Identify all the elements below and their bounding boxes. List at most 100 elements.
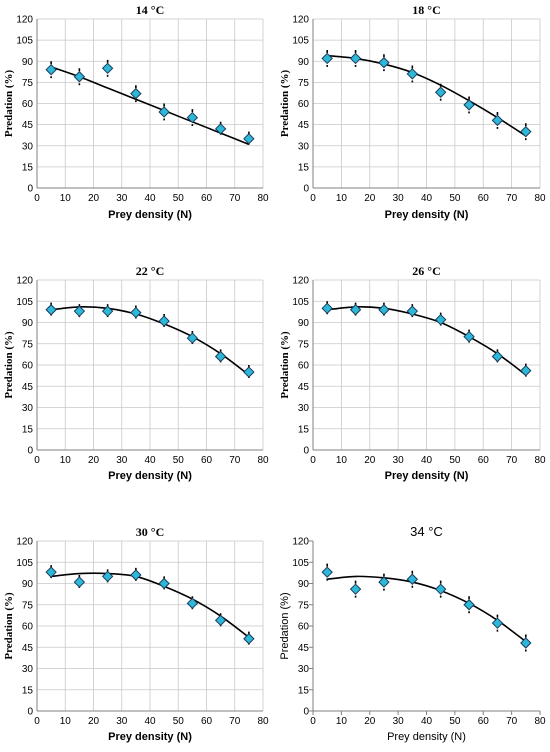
x-tick-label: 10	[60, 193, 72, 204]
x-tick-label: 10	[60, 455, 72, 466]
data-point	[101, 570, 114, 583]
data-point	[130, 306, 142, 319]
data-point	[520, 364, 532, 377]
x-tick-label: 60	[201, 716, 213, 727]
data-point	[520, 125, 532, 138]
chart-title: 22 °C	[136, 264, 164, 278]
chart-title: 26 °C	[412, 264, 440, 278]
y-tick-label: 60	[22, 622, 34, 633]
y-tick-label: 0	[27, 446, 33, 457]
x-tick-label: 50	[173, 716, 185, 727]
y-tick-label: 105	[16, 558, 33, 569]
y-tick-label: 0	[27, 707, 33, 718]
y-tick-label: 90	[22, 57, 34, 68]
data-point	[378, 56, 390, 69]
y-tick-label: 60	[298, 361, 310, 372]
x-tick-label: 80	[534, 455, 546, 466]
y-tick-label: 90	[298, 318, 310, 329]
x-tick-label: 30	[116, 716, 128, 727]
y-tick-label: 75	[22, 600, 34, 611]
x-tick-label: 30	[393, 716, 405, 727]
data-point	[243, 633, 255, 645]
x-tick-label: 10	[336, 455, 348, 466]
x-tick-label: 0	[34, 193, 40, 204]
x-tick-label: 20	[364, 193, 376, 204]
x-tick-label: 20	[88, 716, 100, 727]
y-tick-label: 120	[16, 276, 33, 287]
y-tick-label: 90	[298, 57, 310, 68]
data-point	[130, 87, 142, 100]
x-tick-label: 70	[229, 455, 241, 466]
x-tick-label: 60	[478, 455, 490, 466]
y-tick-label: 45	[298, 643, 310, 654]
x-tick-label: 10	[60, 716, 72, 727]
y-tick-label: 0	[303, 184, 309, 195]
x-tick-label: 70	[506, 193, 518, 204]
x-axis-label: Prey density (N)	[108, 731, 192, 743]
y-axis-label: Predation (%)	[279, 592, 291, 659]
y-axis-label: Predation (%)	[279, 331, 291, 399]
fit-curve	[51, 572, 250, 638]
data-point	[463, 330, 475, 343]
x-tick-label: 30	[116, 455, 128, 466]
y-tick-label: 15	[298, 685, 310, 696]
y-tick-label: 90	[22, 318, 34, 329]
y-tick-label: 45	[22, 120, 34, 131]
x-tick-label: 80	[257, 716, 269, 727]
y-tick-label: 75	[298, 339, 310, 350]
data-point	[214, 350, 227, 363]
x-axis-label: Prey density (N)	[385, 470, 469, 482]
y-tick-label: 75	[298, 78, 310, 89]
x-tick-label: 70	[506, 716, 518, 727]
y-tick-label: 105	[292, 558, 309, 569]
data-point	[101, 62, 114, 74]
data-point	[45, 63, 57, 76]
data-point	[186, 597, 199, 610]
y-tick-label: 105	[292, 36, 309, 47]
y-tick-label: 105	[16, 36, 33, 47]
data-point	[406, 305, 419, 317]
y-axis-label: Predation (%)	[3, 331, 15, 399]
y-axis-label: Predation (%)	[3, 592, 15, 660]
data-point	[434, 86, 447, 98]
data-point	[520, 637, 532, 649]
y-tick-label: 45	[298, 382, 310, 393]
panel-4: 0 10 20 30 40 50 60 70 80 0 15 30 45 60 75 90 105 120 26 °…	[279, 264, 546, 482]
data-point	[406, 68, 419, 80]
data-point	[243, 133, 255, 145]
y-axis-label: Predation (%)	[3, 70, 15, 138]
panel-3: 0 10 20 30 40 50 60 70 80 0 15 30 45 60 75 90 105 120 22 °…	[3, 264, 269, 482]
y-tick-label: 15	[22, 424, 34, 435]
y-tick-label: 0	[303, 446, 309, 457]
data-point	[130, 569, 142, 581]
data-point	[214, 614, 227, 627]
y-axis-label: Predation (%)	[279, 70, 291, 138]
x-axis-label: Prey density (N)	[108, 470, 192, 482]
y-tick-label: 45	[22, 643, 34, 654]
data-point	[378, 576, 390, 588]
x-tick-label: 40	[421, 193, 433, 204]
x-tick-label: 40	[144, 193, 156, 204]
y-tick-label: 90	[298, 579, 310, 590]
data-point	[349, 304, 362, 316]
x-tick-label: 60	[201, 193, 213, 204]
y-tick-label: 30	[298, 403, 310, 414]
x-tick-label: 60	[201, 455, 213, 466]
data-point	[491, 617, 504, 629]
y-tick-label: 75	[22, 339, 34, 350]
data-point	[73, 305, 86, 317]
chart-title: 30 °C	[136, 525, 164, 539]
data-point	[349, 52, 362, 65]
x-tick-label: 30	[393, 193, 405, 204]
y-tick-label: 45	[22, 382, 34, 393]
x-tick-label: 40	[144, 716, 156, 727]
y-tick-label: 60	[298, 622, 310, 633]
chart-title: 18 °C	[412, 3, 440, 17]
data-point	[434, 583, 447, 595]
data-point	[158, 577, 170, 590]
x-tick-label: 20	[364, 455, 376, 466]
data-point	[186, 111, 199, 124]
data-point	[158, 315, 170, 327]
y-tick-label: 15	[22, 685, 34, 696]
